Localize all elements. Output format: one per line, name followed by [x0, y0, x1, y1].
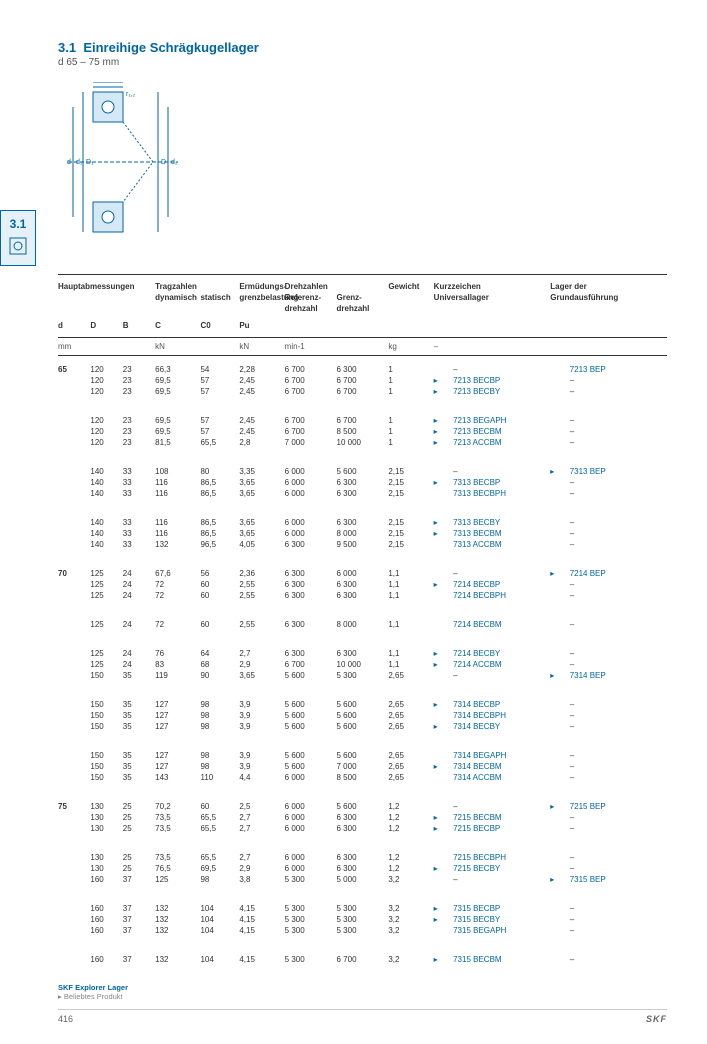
table-row: 15035127983,95 6005 6002,657314 BECBPH–	[58, 710, 667, 721]
table-row: 160371321044,155 3005 3003,27315 BEGAPH–	[58, 925, 667, 936]
brand-logo: SKF	[646, 1014, 667, 1024]
table-row: 16037125983,85 3005 0003,2–▸7315 BEP	[58, 874, 667, 885]
table-row: 15035127983,95 6005 6002,65▸7314 BECBP–	[58, 699, 667, 710]
tab-number: 3.1	[1, 217, 35, 231]
cross-section-diagram: B d d₁ D₁ D d₂ r₁,₂	[58, 82, 667, 244]
table-row: 1302573,565,52,76 0006 3001,27215 BECBPH…	[58, 852, 667, 863]
svg-text:D: D	[161, 159, 166, 166]
table-header: Hauptabmessungen Tragzahlen Ermüdungs- D…	[58, 274, 667, 338]
data-table: 651202366,3542,286 7006 3001–7213 BEP120…	[58, 356, 667, 965]
bearing-icon	[7, 235, 29, 257]
table-row: 1252472602,556 3008 0001,17214 BECBM–	[58, 619, 667, 630]
table-row: 150351431104,46 0008 5002,657314 ACCBM–	[58, 772, 667, 783]
table-row: 1202369,5572,456 7006 7001▸7213 BECBY–	[58, 386, 667, 397]
table-row	[58, 397, 667, 415]
table-row: 1252476642,76 3006 3001,1▸7214 BECBY–	[58, 648, 667, 659]
svg-text:r₁,₂: r₁,₂	[126, 91, 136, 98]
table-row: 1252472602,556 3006 3001,17214 BECBPH–	[58, 590, 667, 601]
svg-text:d: d	[67, 159, 71, 166]
svg-text:d₂: d₂	[171, 159, 178, 166]
table-row	[58, 783, 667, 801]
table-row: 1202381,565,52,87 00010 0001▸7213 ACCBM–	[58, 437, 667, 448]
table-row: 1252483682,96 70010 0001,1▸7214 ACCBM–	[58, 659, 667, 670]
table-row	[58, 732, 667, 750]
table-row: 1302573,565,52,76 0006 3001,2▸7215 BECBP…	[58, 823, 667, 834]
table-row: 1252472602,556 3006 3001,1▸7214 BECBP–	[58, 579, 667, 590]
table-row: 15035127983,95 6005 6002,65▸7314 BECBY–	[58, 721, 667, 732]
table-row: 651202366,3542,286 7006 3001–7213 BEP	[58, 364, 667, 375]
table-row: 15035127983,95 6007 0002,65▸7314 BECBM–	[58, 761, 667, 772]
table-row: 1403311686,53,656 0006 3002,157313 BECBP…	[58, 488, 667, 499]
table-row: 15035127983,95 6005 6002,657314 BEGAPH–	[58, 750, 667, 761]
table-row: 701252467,6562,366 3006 0001,1–▸7214 BEP	[58, 568, 667, 579]
table-row	[58, 885, 667, 903]
table-row: 1403313296,54,056 3009 5002,157313 ACCBM…	[58, 539, 667, 550]
table-row	[58, 448, 667, 466]
table-row	[58, 499, 667, 517]
table-row	[58, 936, 667, 954]
table-row: 1202369,5572,456 7006 7001▸7213 BEGAPH–	[58, 415, 667, 426]
table-row	[58, 550, 667, 568]
table-row: 1302573,565,52,76 0006 3001,2▸7215 BECBM…	[58, 812, 667, 823]
page-title: 3.1 Einreihige Schrägkugellager	[58, 40, 667, 55]
unit-row: mm kN kN min-1 kg –	[58, 338, 667, 356]
svg-text:d₁: d₁	[76, 159, 83, 166]
table-row: 1202369,5572,456 7006 7001▸7213 BECBP–	[58, 375, 667, 386]
page-footer: 416 SKF	[58, 1009, 667, 1024]
table-row: 1202369,5572,456 7008 5001▸7213 BECBM–	[58, 426, 667, 437]
table-row	[58, 834, 667, 852]
table-row: 1302576,569,52,96 0006 3001,2▸7215 BECBY…	[58, 863, 667, 874]
footer-legend: SKF Explorer Lager ▸ Beliebtes Produkt	[58, 983, 667, 1001]
table-row	[58, 681, 667, 699]
page-number: 416	[58, 1014, 73, 1024]
table-row: 751302570,2602,56 0005 6001,2–▸7215 BEP	[58, 801, 667, 812]
svg-text:D₁: D₁	[86, 159, 94, 166]
table-row: 160371321044,155 3005 3003,2▸7315 BECBP–	[58, 903, 667, 914]
table-row	[58, 601, 667, 619]
table-row: 1403311686,53,656 0008 0002,15▸7313 BECB…	[58, 528, 667, 539]
table-row: 160371321044,155 3005 3003,2▸7315 BECBY–	[58, 914, 667, 925]
section-tab: 3.1	[0, 210, 36, 266]
table-row: 1403311686,53,656 0006 3002,15▸7313 BECB…	[58, 477, 667, 488]
table-row: 160371321044,155 3006 7003,2▸7315 BECBM–	[58, 954, 667, 965]
table-row: 14033108803,356 0005 6002,15–▸7313 BEP	[58, 466, 667, 477]
table-row: 1403311686,53,656 0006 3002,15▸7313 BECB…	[58, 517, 667, 528]
table-row	[58, 630, 667, 648]
page-subtitle: d 65 – 75 mm	[58, 57, 667, 68]
table-row: 15035119903,655 6005 3002,65–▸7314 BEP	[58, 670, 667, 681]
